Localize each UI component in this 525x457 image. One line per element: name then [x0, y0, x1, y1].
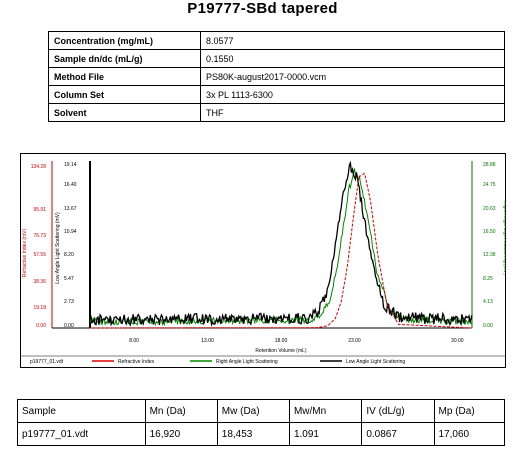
y-tick-label: 19.14	[64, 162, 77, 168]
info-value: THF	[200, 103, 505, 122]
legend-label: Right Angle Light Scattering	[216, 359, 278, 365]
results-header-cell: IV (dL/g)	[361, 399, 435, 423]
info-value: 0.1550	[200, 49, 505, 68]
results-table: Sample Mn (Da) Mw (Da) Mw/Mn IV (dL/g) Mp (Da…	[17, 399, 506, 446]
results-cell: 16,920	[144, 422, 218, 446]
x-tick-label: 8.00	[129, 338, 139, 344]
results-header-cell: Mp (Da)	[433, 399, 506, 423]
x-tick-label: 30.00	[451, 338, 464, 344]
results-cell: 17,060	[433, 422, 506, 446]
info-label: Column Set	[48, 85, 201, 104]
info-row: Solvent THF	[48, 103, 505, 122]
info-label: Solvent	[48, 103, 201, 122]
x-tick-label: 13.00	[201, 338, 214, 344]
series-line	[90, 172, 472, 329]
chromatogram-chart: 134.28 95.91 76.73 57.55 38.36 19.18 0.00 19.14…	[20, 153, 508, 368]
results-cell: 1.091	[288, 422, 363, 446]
info-value: 3x PL 1113-6300	[200, 85, 505, 104]
y-tick-label: 10.94	[64, 229, 77, 235]
y-tick-label: 13.67	[64, 206, 77, 212]
y-tick-label: 16.40	[64, 182, 77, 188]
y-tick-label: 4.13	[483, 299, 493, 305]
info-label: Concentration (mg/mL)	[48, 31, 201, 50]
rals-axis-title: Right Angle Light Scattering (mV)	[502, 201, 506, 275]
results-header-row: Sample Mn (Da) Mw (Da) Mw/Mn IV (dL/g) Mp (Da…	[17, 399, 506, 423]
results-cell: p19777_01.vdt	[17, 422, 146, 446]
results-cell: 18,453	[216, 422, 290, 446]
y-tick-label: 2.73	[64, 299, 74, 305]
y-tick-label: 0.00	[36, 323, 46, 329]
info-value: PS80K-august2017-0000.vcm	[200, 67, 505, 86]
y-tick-label: 28.88	[483, 162, 496, 168]
y-tick-label: 5.47	[64, 276, 74, 282]
y-tick-label: 76.73	[33, 233, 46, 239]
y-tick-label: 19.18	[33, 305, 46, 311]
y-tick-label: 8.20	[64, 252, 74, 258]
results-header-cell: Mw/Mn	[288, 399, 363, 423]
chromatogram-svg: 134.28 95.91 76.73 57.55 38.36 19.18 0.00 19.14…	[20, 153, 508, 368]
results-row: p19777_01.vdt 16,920 18,453 1.091 0.0867 17,0…	[17, 422, 506, 446]
results-header-cell: Mn (Da)	[144, 399, 218, 423]
results-header-cell: Sample	[17, 399, 146, 423]
legend-label: Refractive Index	[118, 359, 155, 365]
ri-axis-title: Refractive Index (mV)	[22, 228, 28, 277]
results-cell: 0.0867	[361, 422, 435, 446]
x-tick-label: 23.00	[348, 338, 361, 344]
y-tick-label: 16.50	[483, 229, 496, 235]
x-axis-title: Retention Volume (mL)	[255, 348, 306, 354]
y-tick-label: 134.28	[31, 164, 47, 170]
y-tick-label: 12.38	[483, 252, 496, 258]
info-label: Method File	[48, 67, 201, 86]
y-tick-label: 95.91	[33, 207, 46, 213]
info-row: Sample dn/dc (mL/g) 0.1550	[48, 49, 505, 68]
info-row: Column Set 3x PL 1113-6300	[48, 85, 505, 104]
y-tick-label: 8.25	[483, 276, 493, 282]
legend-label: Low Angle Light Scattering	[346, 359, 405, 365]
y-tick-label: 20.63	[483, 206, 496, 212]
info-label: Sample dn/dc (mL/g)	[48, 49, 201, 68]
lals-axis-title: Low Angle Light Scattering (mV)	[55, 212, 61, 284]
info-row: Method File PS80K-august2017-0000.vcm	[48, 67, 505, 86]
y-tick-label: 0.00	[483, 323, 493, 329]
series-line	[89, 160, 473, 327]
sample-info-table: Concentration (mg/mL) 8.0577 Sample dn/dc …	[48, 31, 505, 122]
y-tick-label: 57.55	[33, 252, 46, 258]
page-title: P19777-SBd tapered	[187, 0, 338, 17]
y-tick-label: 24.75	[483, 182, 496, 188]
info-row: Concentration (mg/mL) 8.0577	[48, 31, 505, 50]
chart-frame	[20, 153, 506, 368]
results-header-cell: Mw (Da)	[216, 399, 290, 423]
y-tick-label: 38.36	[33, 279, 46, 285]
x-tick-label: 18.00	[275, 338, 288, 344]
y-tick-label: 0.00	[64, 323, 74, 329]
legend-file-label: p19777_01.vdt	[30, 359, 64, 365]
series-line	[89, 168, 473, 327]
info-value: 8.0577	[200, 31, 505, 50]
